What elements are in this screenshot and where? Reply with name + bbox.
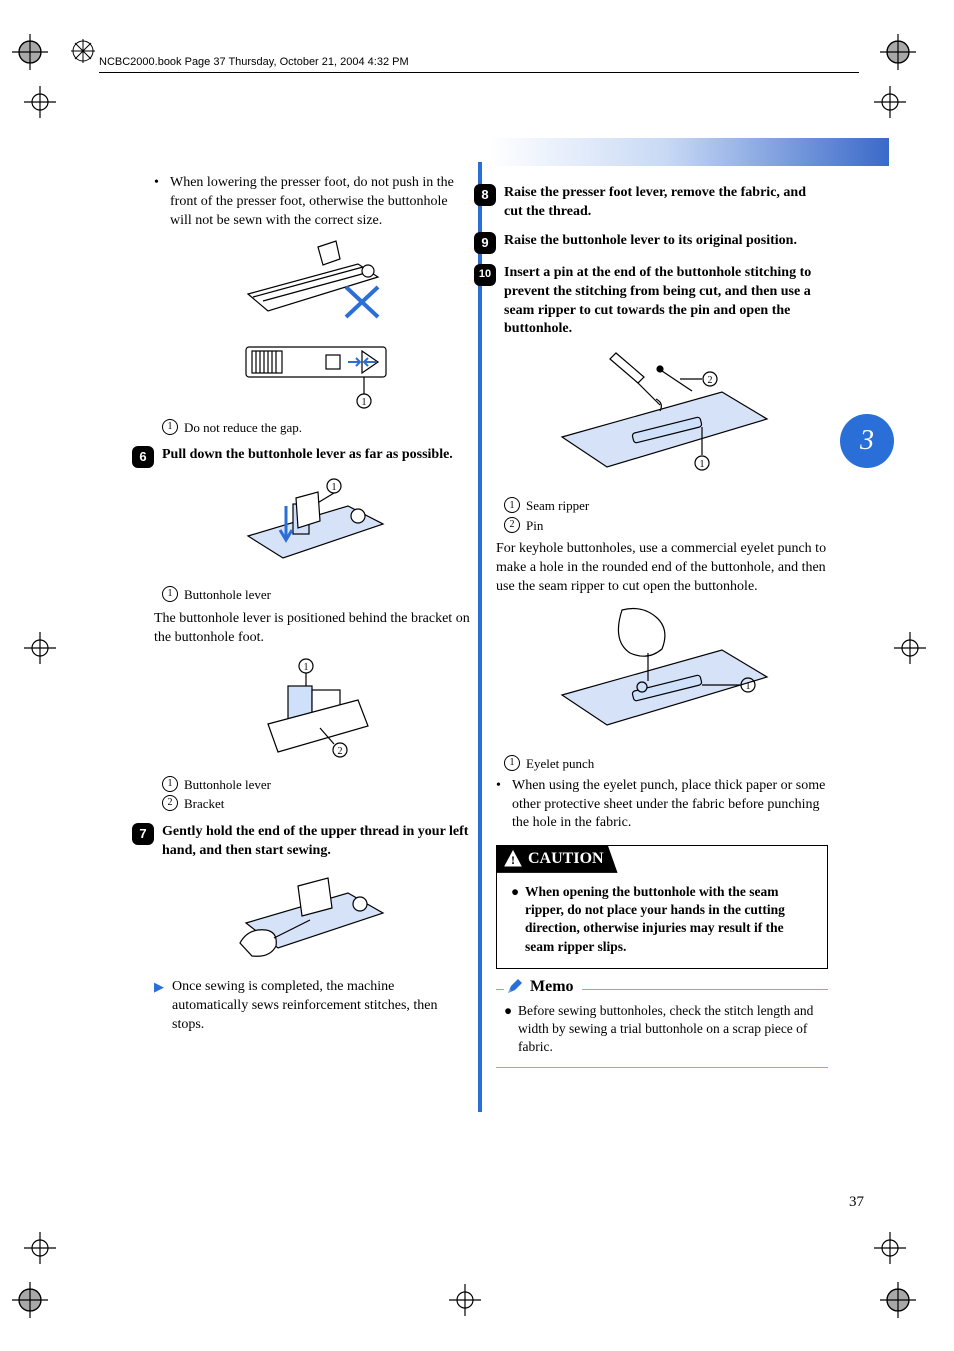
callout-number-icon: 1	[504, 755, 520, 771]
callout: 2 Bracket	[162, 795, 472, 813]
bullet-icon: ●	[511, 883, 525, 956]
step-9: 9 Raise the buttonhole lever to its orig…	[474, 232, 828, 254]
callout: 1 Seam ripper	[504, 497, 828, 515]
result-note: ▶ Once sewing is completed, the machine …	[154, 978, 472, 1035]
bullet-icon: •	[154, 174, 170, 231]
callout: 1 Buttonhole lever	[162, 776, 472, 794]
triangle-icon: ▶	[154, 978, 164, 1035]
callout-number-icon: 2	[162, 795, 178, 811]
caution-text: When opening the buttonhole with the sea…	[525, 883, 815, 956]
pencil-icon	[506, 978, 524, 996]
callout: 1 Eyelet punch	[504, 755, 828, 773]
step-text: Insert a pin at the end of the buttonhol…	[504, 264, 828, 340]
callout-label: Seam ripper	[526, 497, 589, 515]
step-badge: 9	[474, 232, 496, 254]
svg-text:1: 1	[362, 397, 367, 408]
step-10: 10 Insert a pin at the end of the button…	[474, 264, 828, 340]
right-column: 8 Raise the presser foot lever, remove t…	[496, 174, 828, 1068]
caution-title: CAUTION	[528, 848, 604, 870]
callout-label: Eyelet punch	[526, 755, 594, 773]
step-badge: 8	[474, 184, 496, 206]
step-text: Raise the presser foot lever, remove the…	[504, 184, 828, 222]
callout-label: Pin	[526, 517, 543, 535]
svg-text:!: !	[511, 853, 515, 867]
header-meta: NCBC2000.book Page 37 Thursday, October …	[99, 56, 859, 73]
callout-label: Buttonhole lever	[184, 586, 271, 604]
svg-text:1: 1	[332, 482, 337, 493]
note-bullet: • When lowering the presser foot, do not…	[154, 174, 472, 231]
bullet-icon: •	[496, 777, 512, 834]
callout: 1 Do not reduce the gap.	[162, 419, 472, 437]
body-text: The buttonhole lever is positioned behin…	[154, 610, 472, 648]
figure-seam-ripper: 1 2	[496, 347, 828, 487]
page-number: 37	[849, 1194, 864, 1211]
svg-text:1: 1	[700, 459, 705, 470]
memo-box: Memo ● Before sewing buttonholes, check …	[496, 989, 828, 1068]
note-bullet: • When using the eyelet punch, place thi…	[496, 777, 828, 834]
callout-label: Buttonhole lever	[184, 776, 271, 794]
figure-hold-thread	[154, 868, 472, 968]
step-7: 7 Gently hold the end of the upper threa…	[132, 823, 472, 861]
figure-presser-foot: 1	[154, 239, 472, 409]
figure-lever-bracket: 1 2	[154, 656, 472, 766]
svg-text:2: 2	[708, 375, 713, 386]
caution-box: ! CAUTION ● When opening the buttonhole …	[496, 845, 828, 969]
header-ornament-icon	[70, 38, 96, 64]
left-column: • When lowering the presser foot, do not…	[154, 174, 472, 1039]
callout-label: Do not reduce the gap.	[184, 419, 302, 437]
chapter-tab: 3	[840, 414, 894, 468]
step-badge: 7	[132, 823, 154, 845]
callout-number-icon: 1	[504, 497, 520, 513]
step-8: 8 Raise the presser foot lever, remove t…	[474, 184, 828, 222]
figure-eyelet-punch: 1	[496, 605, 828, 745]
body-text: For keyhole buttonholes, use a commercia…	[496, 540, 828, 597]
page: NCBC2000.book Page 37 Thursday, October …	[0, 0, 954, 1351]
step-badge: 6	[132, 446, 154, 468]
step-badge: 10	[474, 264, 496, 286]
memo-text: Before sewing buttonholes, check the sti…	[518, 1002, 820, 1057]
result-text: Once sewing is completed, the machine au…	[172, 978, 472, 1035]
svg-text:2: 2	[338, 746, 343, 757]
step-6: 6 Pull down the buttonhole lever as far …	[132, 446, 472, 468]
svg-text:1: 1	[746, 681, 751, 692]
callout-number-icon: 1	[162, 586, 178, 602]
callout-number-icon: 2	[504, 517, 520, 533]
callout: 1 Buttonhole lever	[162, 586, 472, 604]
memo-header: Memo	[504, 976, 582, 998]
warning-icon: !	[504, 850, 522, 868]
svg-text:1: 1	[304, 662, 309, 673]
figure-lever-down: 1	[154, 476, 472, 576]
note-text: When lowering the presser foot, do not p…	[170, 174, 472, 231]
memo-title: Memo	[530, 976, 574, 998]
callout-label: Bracket	[184, 795, 224, 813]
caution-header: ! CAUTION	[496, 845, 618, 873]
step-text: Raise the buttonhole lever to its origin…	[504, 232, 828, 254]
callout-number-icon: 1	[162, 776, 178, 792]
bullet-icon: ●	[504, 1002, 518, 1057]
callout-number-icon: 1	[162, 419, 178, 435]
note-text: When using the eyelet punch, place thick…	[512, 777, 828, 834]
step-text: Gently hold the end of the upper thread …	[162, 823, 472, 861]
callout: 2 Pin	[504, 517, 828, 535]
header-gradient-bar	[0, 138, 889, 166]
step-text: Pull down the buttonhole lever as far as…	[162, 446, 472, 468]
